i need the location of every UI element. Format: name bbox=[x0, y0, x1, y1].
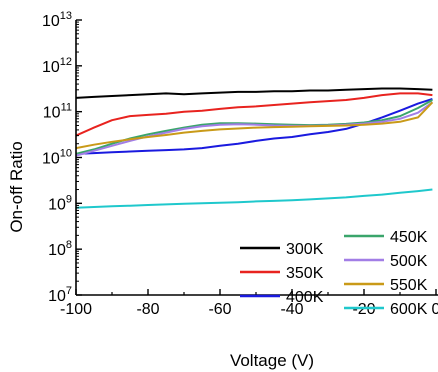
legend-label-600K: 600K bbox=[390, 301, 428, 318]
series-line-500K bbox=[75, 101, 433, 157]
axes bbox=[75, 20, 438, 296]
x-axis-title: Voltage (V) bbox=[230, 351, 314, 370]
legend-label-400K: 400K bbox=[286, 289, 324, 306]
series-line-350K bbox=[75, 92, 433, 137]
series-line-450K bbox=[75, 99, 433, 155]
x-tick-label: -100 bbox=[60, 301, 92, 318]
plot-lines bbox=[75, 87, 434, 209]
legend-label-300K: 300K bbox=[286, 241, 324, 258]
legend-label-500K: 500K bbox=[390, 253, 428, 270]
x-tick-label: -40 bbox=[280, 301, 303, 318]
y-tick-label: 1011 bbox=[43, 102, 72, 122]
x-tick-label: -20 bbox=[352, 301, 375, 318]
y-tick-label: 107 bbox=[48, 285, 72, 305]
y-tick-label: 1010 bbox=[42, 148, 72, 168]
y-tick-label: 109 bbox=[48, 193, 72, 213]
tick-labels: -100 -80 -60 -40 -20 0 107 108 109 1010 1011 1012 10… bbox=[42, 10, 438, 318]
legend-label-550K: 550K bbox=[390, 277, 428, 294]
legend-label-450K: 450K bbox=[390, 229, 428, 246]
series-line-600K bbox=[75, 188, 433, 209]
legend-label-350K: 350K bbox=[286, 265, 324, 282]
x-tick-label: -60 bbox=[208, 301, 231, 318]
legend: 300K 350K 400K 450K 500K 550K 600K bbox=[240, 229, 428, 318]
y-tick-label: 1013 bbox=[42, 10, 72, 30]
y-tick-label: 108 bbox=[48, 239, 72, 259]
x-tick-label: -80 bbox=[136, 301, 159, 318]
series-line-400K bbox=[75, 97, 433, 155]
x-tick-label: 0 bbox=[432, 301, 438, 318]
series-line-550K bbox=[75, 101, 434, 150]
y-axis-title: On-off Ratio bbox=[7, 141, 26, 232]
series-line-300K bbox=[75, 87, 433, 99]
y-tick-label: 1012 bbox=[42, 56, 72, 76]
ticks bbox=[75, 19, 437, 296]
